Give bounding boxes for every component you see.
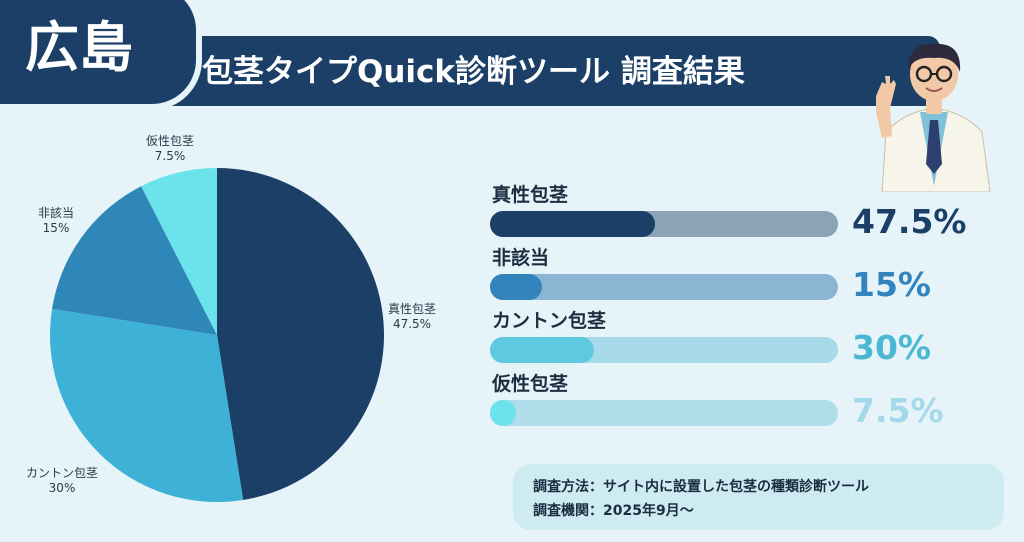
bar-row-shinsei: 真性包茎 47.5% <box>490 180 970 241</box>
pie-label-shinsei-value: 47.5% <box>392 317 432 331</box>
bar-track <box>490 337 838 363</box>
bar-track <box>490 211 838 237</box>
pie-chart: 仮性包茎 7.5% 非該当 15% 真性包茎 47.5% カントン包茎 30% <box>0 120 470 538</box>
bar-row-higaitou: 非該当 15% <box>490 243 970 304</box>
bar-row-kasei: 仮性包茎 7.5% <box>490 369 970 430</box>
bar-percent: 47.5% <box>852 202 967 241</box>
bar-percent: 15% <box>852 265 931 304</box>
pie-label-shinsei-name: 真性包茎 <box>388 302 437 316</box>
doctor-illustration-icon <box>876 43 991 192</box>
region-badge: 広島 <box>0 0 202 110</box>
pie-label-kasei: 仮性包茎 7.5% <box>146 134 194 164</box>
pie-label-kanton-name: カントン包茎 <box>26 466 99 480</box>
pie-label-kasei-name: 仮性包茎 <box>146 134 195 148</box>
bar-label: 仮性包茎 <box>492 373 569 395</box>
pie-label-kanton-value: 30% <box>48 481 76 495</box>
pie-label-higaitou-name: 非該当 <box>38 206 75 220</box>
pie-slice-1 <box>49 308 244 502</box>
pie-slice-2 <box>52 186 217 335</box>
bar-row-kanton: カントン包茎 30% <box>490 306 970 367</box>
pie-label-kasei-value: 7.5% <box>154 149 186 163</box>
survey-period: 調査機関：2025年9月〜 <box>533 503 694 519</box>
title-banner <box>170 36 940 106</box>
pie-label-kanton: カントン包茎 30% <box>26 466 98 496</box>
survey-method: 調査方法：サイト内に設置した包茎の種類診断ツール <box>533 479 869 495</box>
pie-label-higaitou-value: 15% <box>42 221 70 235</box>
bar-track <box>490 274 838 300</box>
bar-fill <box>490 400 517 426</box>
pie-slice-0 <box>217 168 385 500</box>
bar-percent: 7.5% <box>852 391 944 430</box>
bar-fill <box>490 211 656 237</box>
bar-percent: 30% <box>852 328 931 367</box>
region-label: 広島 <box>25 16 133 79</box>
page-title: 包茎タイプQuick診断ツール 調査結果 <box>202 54 745 90</box>
pie-label-higaitou: 非該当 15% <box>38 206 74 236</box>
survey-note: 調査方法：サイト内に設置した包茎の種類診断ツール 調査機関：2025年9月〜 <box>513 464 1004 530</box>
bar-fill <box>490 274 543 300</box>
bar-fill <box>490 337 595 363</box>
bar-label: カントン包茎 <box>492 310 607 332</box>
pie-label-shinsei: 真性包茎 47.5% <box>388 302 436 332</box>
bar-label: 真性包茎 <box>492 184 569 206</box>
pie-slice-3 <box>141 168 217 335</box>
pie-svg <box>49 168 385 502</box>
bar-track <box>490 400 838 426</box>
bar-label: 非該当 <box>492 247 550 269</box>
